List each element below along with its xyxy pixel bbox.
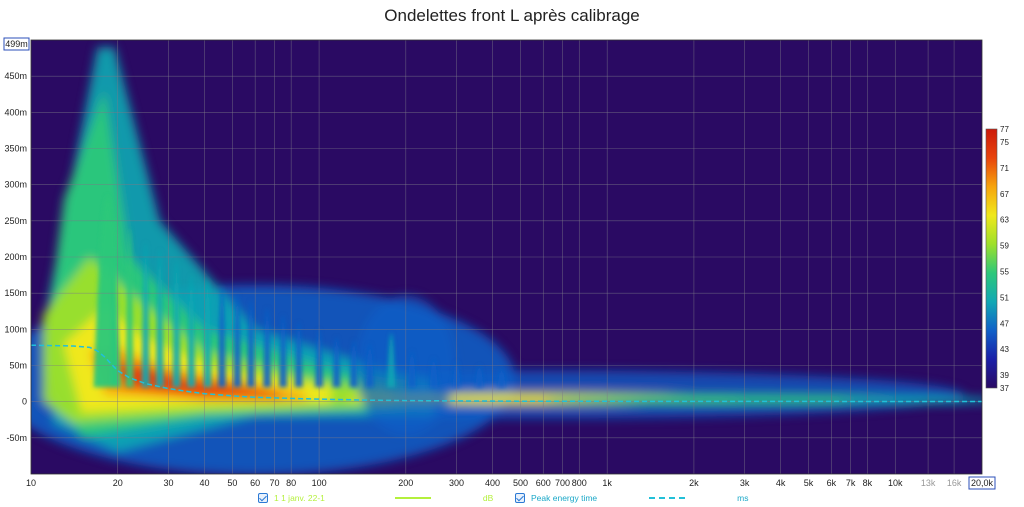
heat-ridge	[203, 278, 212, 388]
x-tick-label: 70	[269, 478, 279, 488]
colorbar-tick-label: 37	[1000, 384, 1009, 393]
heat-ridge	[125, 228, 134, 388]
y-tick-label: 250m	[4, 216, 27, 226]
x-tick-label: 80	[286, 478, 296, 488]
heat-ridge	[475, 365, 484, 388]
heat-ridge	[217, 285, 226, 388]
y-tick-label: 200m	[4, 252, 27, 262]
heat-ridge	[294, 322, 303, 388]
y-axis-top-label: 499m	[5, 39, 28, 49]
x-tick-label: 5k	[804, 478, 814, 488]
heat-ridge	[233, 293, 242, 388]
legend-unit-1: dB	[482, 493, 494, 503]
heat-ridge	[172, 260, 181, 388]
chart-title: Ondelettes front L après calibrage	[384, 6, 640, 25]
legend-checkbox-1[interactable]	[258, 493, 268, 503]
plot-frame	[30, 39, 983, 475]
colorbar-tick-label: 71	[1000, 164, 1009, 173]
colorbar-tick-label: 59	[1000, 242, 1009, 251]
colorbar-tick-label: 39	[1000, 371, 1009, 380]
wavelet-heatmap	[31, 47, 982, 474]
x-tick-label: 7k	[846, 478, 856, 488]
x-tick-label: 400	[485, 478, 500, 488]
x-tick-label: 1k	[602, 478, 612, 488]
series-line	[31, 344, 982, 403]
colorbar-tick-label: 51	[1000, 293, 1009, 302]
x-tick-label: 3k	[740, 478, 750, 488]
y-tick-label: -50m	[6, 433, 27, 443]
heat-ridges	[93, 195, 506, 388]
x-axis-end-box	[968, 476, 996, 490]
colorbar: 77 75 71 67 63 59 55 51 47 43 39 37	[985, 125, 1009, 393]
x-tick-label: 13k	[921, 478, 936, 488]
colorbar-tick-label: 55	[1000, 267, 1009, 276]
x-tick-label: 10k	[888, 478, 903, 488]
x-tick-label: 100	[312, 478, 327, 488]
x-tick-label: 700	[555, 478, 570, 488]
colorbar-tick-label: 67	[1000, 190, 1009, 199]
colorbar-gradient	[985, 128, 998, 389]
legend-label-1: 1 1 janv. 22-1	[274, 493, 325, 503]
x-tick-label: 10	[26, 478, 36, 488]
x-tick-label: 20	[113, 478, 123, 488]
heat-level-red	[111, 361, 284, 399]
y-tick-label: 400m	[4, 107, 27, 117]
heat-ridge	[155, 249, 164, 388]
heat-ridge	[263, 307, 272, 388]
legend-swatch-2	[649, 497, 686, 499]
x-tick-label: 500	[513, 478, 528, 488]
colorbar-tick-label: 47	[1000, 319, 1009, 328]
y-tick-label: 100m	[4, 324, 27, 334]
x-tick-label: 50	[227, 478, 237, 488]
y-tick-label: 350m	[4, 144, 27, 154]
colorbar-tick-label: 77	[1000, 125, 1009, 134]
x-tick-label: 4k	[776, 478, 786, 488]
x-tick-label: 200	[398, 478, 413, 488]
x-tick-label: 800	[572, 478, 587, 488]
heat-ridge	[349, 340, 358, 388]
heat-ridge	[407, 351, 416, 388]
x-tick-label: 60	[250, 478, 260, 488]
heat-ridge	[187, 275, 196, 388]
x-tick-label: 300	[449, 478, 464, 488]
heat-ridge	[141, 242, 150, 388]
x-tick-label: 40	[199, 478, 209, 488]
y-tick-label: 50m	[9, 361, 27, 371]
legend-checkbox-2[interactable]	[515, 493, 525, 503]
x-axis-end-label: 20,0k	[971, 478, 994, 488]
series-lines	[31, 344, 982, 403]
y-tick-label: 0	[22, 397, 27, 407]
legend-unit-2: ms	[737, 493, 749, 503]
x-tick-label: 8k	[863, 478, 873, 488]
y-tick-label: 150m	[4, 288, 27, 298]
heat-ridge-main	[93, 195, 121, 388]
heat-ridge	[387, 332, 396, 388]
legend-item-2[interactable]: Peak energy time ms	[515, 491, 749, 505]
heat-hf-band-cyan	[838, 396, 982, 405]
x-tick-label: 2k	[689, 478, 699, 488]
colorbar-tick-label: 43	[1000, 345, 1009, 354]
y-tick-label: 300m	[4, 180, 27, 190]
y-axis: 450m 400m 350m 300m 250m 200m 150m 100m 50m 0 -50m…	[3, 37, 30, 443]
colorbar-tick-label: 75	[1000, 138, 1009, 147]
colorbar-tick-label: 63	[1000, 216, 1009, 225]
legend-item-1[interactable]: 1 1 janv. 22-1 dB	[258, 491, 493, 505]
y-tick-label: 450m	[4, 71, 27, 81]
x-tick-label: 16k	[947, 478, 962, 488]
y-axis-top-box	[3, 37, 30, 51]
x-tick-label: 6k	[827, 478, 837, 488]
heat-ridge	[497, 369, 506, 388]
legend-label-2: Peak energy time	[531, 493, 598, 503]
x-tick-label: 30	[163, 478, 173, 488]
heat-ridge	[332, 336, 341, 388]
x-tick-label: 600	[536, 478, 551, 488]
heat-ridge	[279, 314, 288, 388]
x-axis: 10 20 30 40 50 60 70 80 100 200 300 400 500 600 700 800…	[26, 476, 996, 490]
legend-swatch-1	[394, 497, 431, 499]
